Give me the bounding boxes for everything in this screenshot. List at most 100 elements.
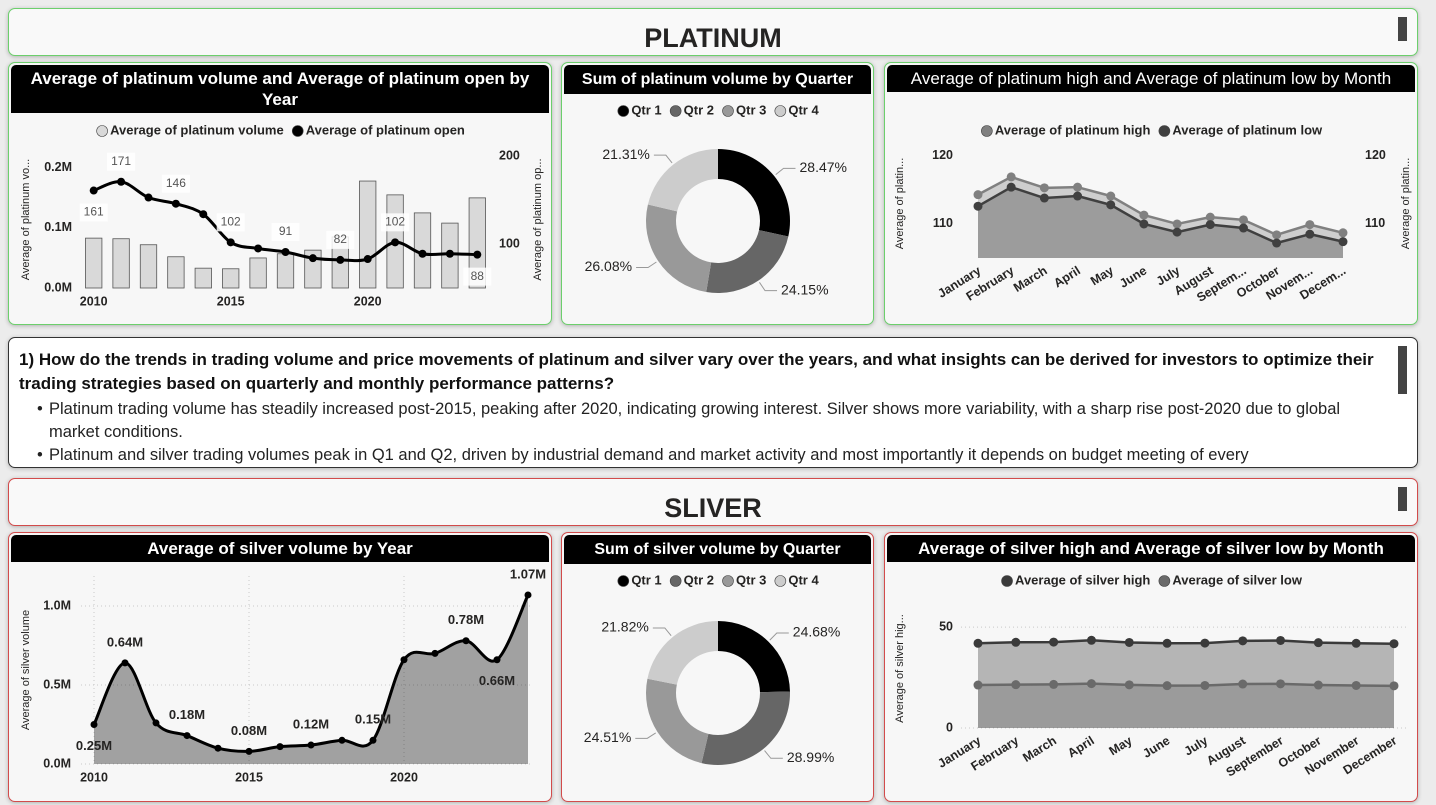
data-point: [1006, 172, 1016, 182]
chart-title: Average of platinum high and Average of …: [887, 65, 1415, 92]
legend-marker: [617, 575, 630, 587]
data-point: [493, 656, 501, 664]
scrollbar: [1398, 487, 1407, 511]
data-point: [199, 210, 208, 219]
axis-title: Average of silver volume: [20, 610, 32, 730]
data-label: 102: [385, 215, 405, 229]
x-tick-label: March: [1011, 263, 1050, 294]
data-point: [281, 247, 290, 256]
donut-slice: [701, 691, 790, 765]
chart: 0.0M 0.5M 1.0M Average of silver volume 2010…: [20, 566, 546, 784]
line: [977, 185, 1344, 245]
donut-slice: [706, 230, 789, 293]
data-point: [1238, 636, 1248, 646]
data-label: 24.68%: [793, 624, 840, 640]
legend-marker: [669, 105, 682, 117]
data-point: [1338, 237, 1348, 247]
data-label: 0.25M: [76, 738, 112, 753]
data-point: [1162, 638, 1172, 648]
chart-panel: Qtr 1 Qtr 2 Qtr 3 Qtr 4 24.68% 28.99% 24.51% 21…: [561, 532, 874, 802]
y-tick-label: 0: [946, 720, 953, 734]
data-point: [338, 736, 346, 744]
bar: [359, 180, 377, 289]
data-label: 82: [334, 232, 348, 246]
chart: Average of platinum volume Average of pla…: [20, 122, 544, 308]
label-bg: [463, 267, 492, 286]
data-label: 0.18M: [169, 707, 205, 722]
data-point: [1049, 637, 1059, 647]
data-point: [89, 186, 98, 195]
legend-marker: [722, 575, 734, 587]
data-point: [973, 190, 983, 200]
label-bg: [271, 222, 300, 241]
data-point: [171, 199, 180, 208]
leader-line: [775, 167, 796, 176]
label-bg: [381, 213, 410, 232]
y-tick-label: 50: [939, 619, 953, 633]
data-point: [1106, 200, 1116, 210]
data-point: [121, 659, 129, 667]
leader-line: [635, 732, 656, 739]
legend-marker: [774, 105, 787, 117]
data-point: [1086, 635, 1096, 645]
axis-title: Average of platinum op...: [532, 158, 544, 280]
data-point: [1272, 230, 1282, 240]
data-point: [144, 193, 153, 202]
data-label: 0.12M: [293, 716, 329, 731]
y-tick-label: 0.0M: [44, 280, 72, 294]
data-point: [152, 719, 160, 727]
data-point: [1049, 679, 1059, 689]
section-header: SLIVER: [8, 478, 1418, 526]
leader-line: [636, 261, 657, 269]
data-point: [1238, 223, 1248, 233]
legend: Qtr 1 Qtr 2 Qtr 3 Qtr 4: [617, 572, 819, 587]
data-point: [1106, 191, 1116, 201]
data-point: [1039, 183, 1049, 193]
donut-slice: [718, 149, 790, 237]
data-point: [117, 177, 126, 186]
data-point: [336, 255, 345, 264]
chart: Average of silver high Average of silver …: [894, 572, 1406, 780]
y-tick-label: 1.0M: [43, 598, 71, 612]
data-point: [1011, 637, 1021, 647]
y-tick-label: 0.1M: [44, 220, 72, 234]
x-tick-label: June: [1117, 263, 1149, 290]
label-bg: [107, 152, 136, 171]
data-label: 0.66M: [479, 673, 515, 688]
data-point: [973, 638, 983, 648]
data-point: [418, 249, 427, 258]
line: [977, 175, 1344, 237]
chart-panel: Average of silver high Average of silver …: [884, 532, 1418, 802]
data-point: [1006, 182, 1016, 192]
legend-label: Qtr 2: [684, 572, 714, 587]
data-label: 146: [166, 176, 186, 190]
bar: [276, 253, 295, 289]
donut-slice: [646, 204, 712, 293]
insight-box: 1) How do the trends in trading volume a…: [8, 337, 1418, 468]
x-tick-label: 2015: [235, 770, 263, 784]
legend-marker: [96, 125, 108, 137]
legend-label: Qtr 4: [788, 572, 819, 587]
data-point: [431, 649, 439, 657]
legend-marker: [722, 105, 734, 117]
x-tick-label: May: [1088, 263, 1116, 288]
bar: [194, 267, 212, 289]
data-point: [276, 743, 284, 751]
y-tick-label: 200: [499, 149, 520, 163]
scrollbar: [1398, 17, 1407, 41]
x-tick-label: April: [1065, 733, 1097, 760]
legend-marker: [981, 125, 993, 137]
y-tick-label: 0.5M: [43, 677, 71, 691]
data-point: [400, 656, 408, 664]
data-label: 28.47%: [800, 159, 847, 175]
data-point: [226, 238, 235, 247]
data-point: [245, 747, 253, 755]
label-bg: [326, 230, 355, 249]
bullet-list: Platinum trading volume has steadily inc…: [19, 398, 1387, 467]
legend-label: Qtr 3: [736, 572, 766, 587]
data-point: [1389, 639, 1399, 649]
data-label: 0.64M: [107, 634, 143, 649]
data-point: [1205, 212, 1215, 222]
data-label: 21.31%: [602, 146, 649, 162]
